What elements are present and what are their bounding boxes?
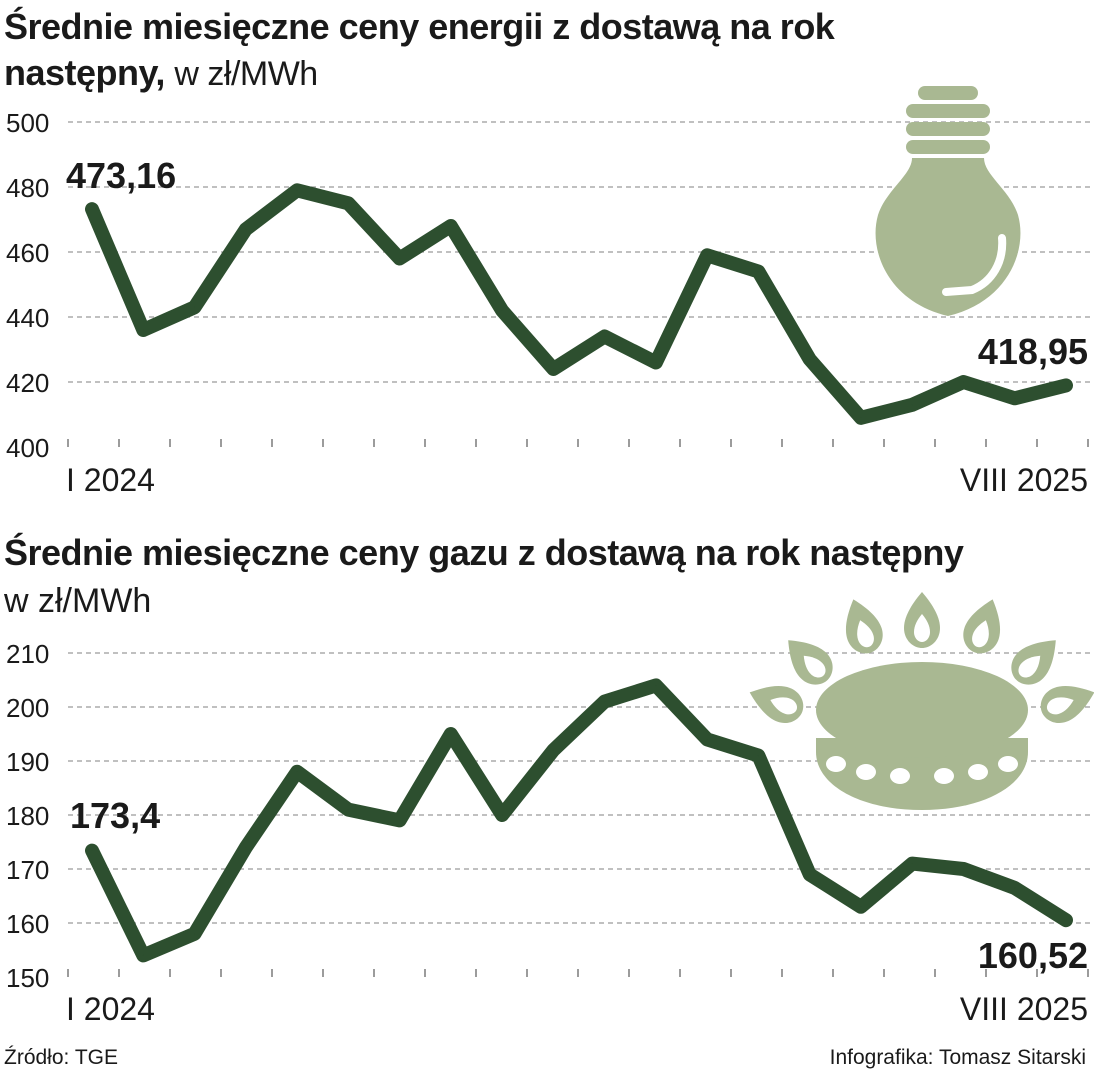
chart-1-data-point (655, 362, 657, 363)
chart-2-x-axis (67, 969, 1089, 977)
chart-2-data-point (399, 819, 401, 821)
chart-1-data-point (809, 358, 811, 360)
chart-2-data-point (809, 873, 811, 875)
chart-2-y-tick-label: 170 (6, 855, 49, 885)
chart-1-y-tick-label: 460 (6, 238, 49, 268)
chart-2-end-value-label: 160,52 (978, 935, 1088, 976)
chart-2-y-axis: 150 160 170 180 190 200 210 (6, 639, 49, 993)
flame-icon (788, 640, 833, 685)
chart-1-title-text: Średnie miesięczne ceny energii z dostaw… (4, 6, 835, 93)
chart-2-start-value-label: 173,4 (70, 795, 160, 836)
chart-1-start-value-label: 473,16 (66, 155, 176, 196)
flame-icon (845, 599, 883, 654)
chart-1-x-axis (67, 439, 1089, 447)
chart-1-data-point (911, 404, 913, 406)
chart-1-unit: w zł/MWh (174, 55, 318, 93)
chart-1-y-tick-label: 420 (6, 368, 49, 398)
chart-1-data-point (552, 368, 554, 370)
chart-2-y-tick-label: 160 (6, 909, 49, 939)
chart-1-x-start-label: I 2024 (66, 462, 155, 498)
chart-1-data-point (962, 381, 964, 383)
flame-icon (1040, 686, 1094, 723)
chart-1-data-point (501, 310, 503, 311)
chart-2-data-point (911, 863, 913, 865)
chart-2-data-point (501, 814, 503, 816)
credit-note: Infografika: Tomasz Sitarski (829, 1046, 1086, 1069)
chart-2-y-tick-label: 200 (6, 693, 49, 723)
chart-1-data-point (1065, 384, 1067, 386)
chart-2-y-tick-label: 190 (6, 747, 49, 777)
light-bulb-icon (875, 86, 1021, 316)
chart-2-unit: w zł/MWh (4, 582, 152, 620)
chart-1-data-point (1014, 397, 1016, 399)
chart-2-data-point (296, 771, 298, 773)
chart-2-data-point (347, 809, 349, 811)
chart-1-y-tick-label: 500 (6, 108, 49, 138)
flame-icon (749, 686, 804, 723)
chart-1-y-tick-label: 480 (6, 173, 49, 203)
gas-burner-icon (749, 592, 1094, 810)
chart-2-title: Średnie miesięczne ceny gazu z dostawą n… (4, 532, 964, 573)
chart-2-data-point (706, 738, 708, 740)
chart-1-data-point (91, 208, 93, 210)
chart-2-series-line (85, 678, 1073, 963)
chart-2-data-point (245, 846, 247, 848)
chart-1-data-point (604, 336, 606, 337)
chart-1-y-axis: 400 420 440 460 480 500 (6, 108, 49, 463)
chart-1-data-point (347, 202, 349, 204)
chart-2-y-tick-label: 210 (6, 639, 49, 669)
chart-2-data-point (1065, 919, 1067, 921)
flame-icon (904, 592, 940, 648)
source-note: Źródło: TGE (4, 1046, 118, 1069)
chart-2-data-point (1014, 887, 1016, 889)
chart-2-data-point (757, 755, 759, 757)
chart-2-y-tick-label: 150 (6, 963, 49, 993)
chart-2-data-point (450, 733, 452, 735)
chart-1-y-tick-label: 400 (6, 433, 49, 463)
chart-2-data-point (552, 749, 554, 751)
chart-1-x-end-label: VIII 2025 (960, 462, 1088, 498)
chart-2-data-point (142, 954, 144, 956)
chart-2-data-point (860, 906, 862, 908)
chart-2-points (91, 684, 1067, 956)
chart-2-data-point (655, 684, 657, 686)
chart-1-data-point (142, 329, 144, 331)
chart-1-data-point (296, 189, 298, 191)
flame-icon (963, 599, 1001, 654)
chart-2-y-tick-label: 180 (6, 801, 49, 831)
chart-1-end-value-label: 418,95 (978, 331, 1088, 372)
chart-2-data-point (962, 868, 964, 870)
chart-1-points (91, 189, 1067, 419)
chart-1-data-point (757, 271, 759, 272)
chart-1-data-point (450, 225, 452, 227)
chart-1-data-point (706, 254, 708, 256)
chart-2-data-point (604, 701, 606, 703)
chart-2-x-end-label: VIII 2025 (960, 991, 1088, 1027)
chart-1-y-tick-label: 440 (6, 303, 49, 333)
chart-1-title: Średnie miesięczne ceny energii z dostaw… (4, 4, 1004, 97)
chart-1-series-line (85, 183, 1073, 425)
chart-2-data-point (194, 933, 196, 935)
chart-1-data-point (194, 306, 196, 308)
chart-2-data-point (91, 850, 93, 852)
chart-1-data-point (399, 258, 401, 259)
chart-1-data-point (860, 417, 862, 419)
flame-icon (1011, 640, 1056, 685)
chart-1-data-point (245, 228, 247, 230)
chart-2-x-start-label: I 2024 (66, 991, 155, 1027)
